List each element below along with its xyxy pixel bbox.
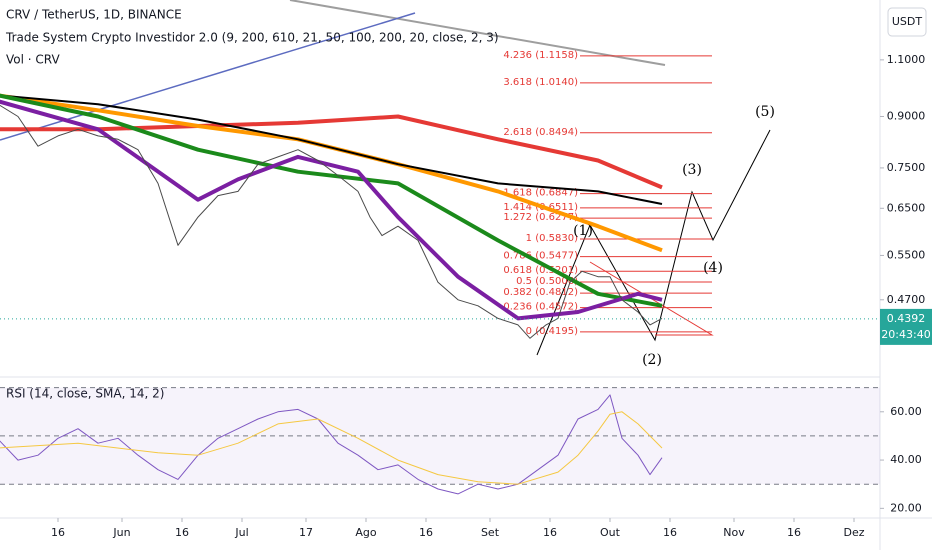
series-line	[0, 93, 663, 308]
indicator-label: Trade System Crypto Investidor 2.0 (9, 2…	[5, 31, 499, 45]
y-tick-label: 20.00	[890, 501, 922, 514]
series-line	[0, 99, 663, 321]
elliott-wave	[536, 129, 771, 356]
x-tick-label: Jul	[234, 526, 248, 539]
y-tick-label: 0.6500	[887, 201, 926, 214]
y-tick-label: 60.00	[890, 405, 922, 418]
y-tick-label: 40.00	[890, 453, 922, 466]
volume-label: Vol · CRV	[6, 53, 60, 67]
trend-line	[0, 12, 416, 141]
fib-label: 2.618 (0.8494)	[503, 127, 578, 138]
triangle-drawing	[589, 261, 714, 336]
series-line	[0, 94, 663, 205]
wave-label: (4)	[703, 260, 723, 276]
series-line	[0, 411, 663, 485]
x-tick-label: 16	[663, 526, 677, 539]
fib-label: 0.5 (0.5006)	[516, 276, 578, 287]
fib-label: 1.618 (0.6847)	[503, 188, 578, 199]
last-price-tag	[880, 308, 932, 345]
y-tick-label: 0.7500	[887, 161, 926, 174]
countdown-label: 20:43:40	[881, 328, 930, 341]
rsi-title: RSI (14, close, SMA, 14, 2)	[6, 387, 164, 401]
x-tick-label: 16	[175, 526, 189, 539]
trend-line	[289, 0, 666, 66]
y-tick-label: 1.1000	[887, 53, 926, 66]
x-tick-label: Ago	[355, 526, 377, 539]
x-tick-label: Nov	[723, 526, 745, 539]
y-tick-label: 0.9000	[887, 109, 926, 122]
wave-label: (1)	[573, 223, 593, 239]
x-tick-label: 16	[419, 526, 433, 539]
fib-label: 0.618 (0.5201)	[503, 265, 578, 276]
x-tick-label: 17	[299, 526, 313, 539]
wave-label: (2)	[642, 352, 662, 368]
chart-title: CRV / TetherUS, 1D, BINANCE	[6, 8, 182, 22]
fib-label: 1 (0.5830)	[526, 233, 578, 244]
x-tick-label: Dez	[843, 526, 864, 539]
x-tick-label: Jun	[112, 526, 130, 539]
x-tick-label: 16	[787, 526, 801, 539]
fib-label: 1.272 (0.6277)	[503, 212, 578, 223]
y-tick-label: 0.5500	[887, 248, 926, 261]
fib-label: 0 (0.4195)	[526, 326, 578, 337]
currency-button[interactable]	[887, 7, 927, 37]
y-tick-label: 0.4700	[887, 293, 926, 306]
last-price-label: 0.4392	[887, 312, 926, 325]
wave-label: (3)	[682, 162, 702, 178]
fib-label: 4.236 (1.1158)	[503, 50, 578, 61]
fib-label: 0.382 (0.4812)	[503, 287, 578, 298]
x-tick-label: 16	[543, 526, 557, 539]
wave-label: (5)	[755, 104, 775, 120]
series-line	[0, 114, 663, 190]
x-tick-label: Set	[481, 526, 500, 539]
fib-label: 0.236 (0.4572)	[503, 302, 578, 313]
x-tick-label: 16	[51, 526, 65, 539]
currency-label: USDT	[892, 15, 923, 28]
series-line	[0, 104, 663, 339]
fib-label: 0.786 (0.5477)	[503, 251, 578, 262]
x-tick-label: Out	[600, 526, 621, 539]
fib-label: 3.618 (1.0140)	[503, 77, 578, 88]
series-line	[0, 394, 663, 495]
